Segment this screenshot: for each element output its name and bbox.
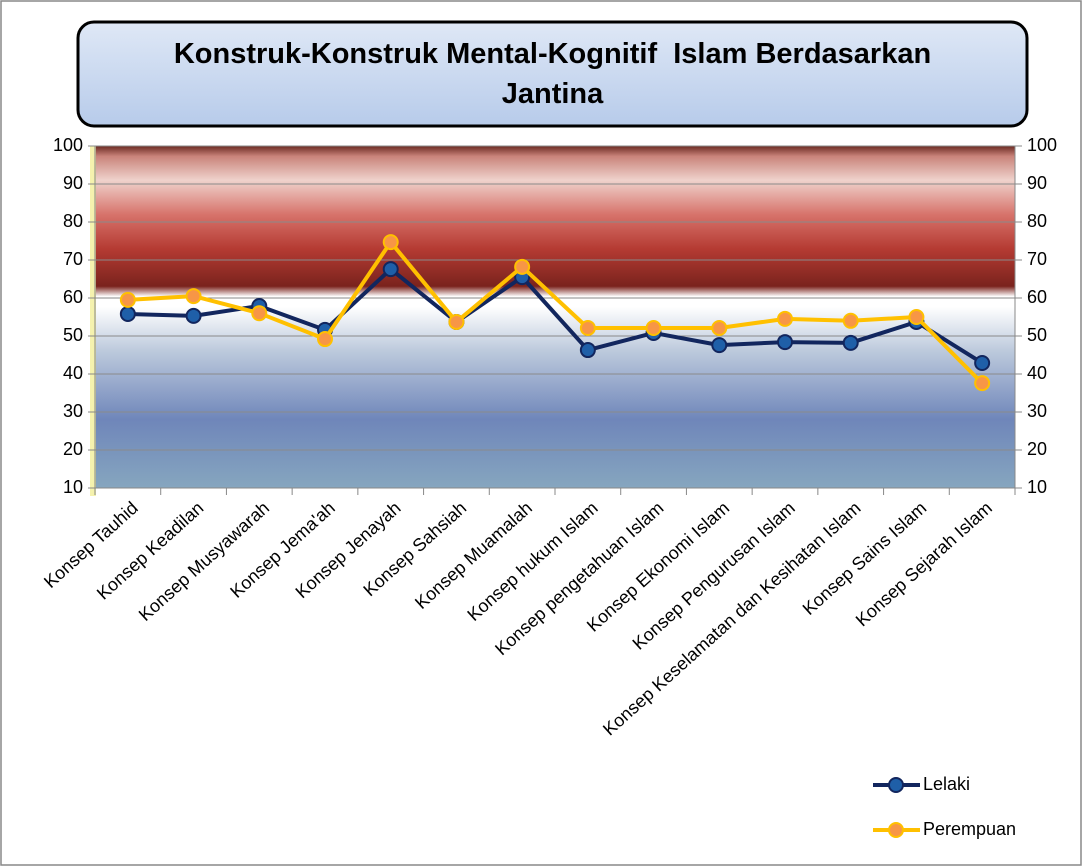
point (185, 288, 202, 305)
y2-tick-label: 30 (1027, 401, 1047, 421)
point (579, 320, 596, 337)
y2-tick-label: 70 (1027, 249, 1047, 269)
series-line (127, 240, 984, 385)
point (711, 320, 728, 337)
point (382, 234, 399, 251)
point (777, 334, 793, 351)
series-line (127, 267, 984, 365)
point (711, 337, 728, 354)
y-tick-label: 60 (63, 287, 83, 307)
point (514, 258, 531, 275)
y-tick-label: 40 (63, 363, 83, 383)
point (317, 331, 333, 348)
point (842, 312, 859, 329)
y2-tick-label: 80 (1027, 211, 1047, 231)
y2-tick-label: 20 (1027, 439, 1047, 459)
y-tick-label: 50 (63, 325, 83, 345)
point (119, 291, 136, 308)
y-tick-label: 80 (63, 211, 83, 231)
y2-tick-label: 60 (1027, 287, 1047, 307)
legend-label: Lelaki (923, 774, 970, 794)
point (974, 375, 991, 392)
y-tick-label: 20 (63, 439, 83, 459)
point (185, 307, 202, 324)
point (645, 320, 662, 337)
point (448, 313, 465, 330)
legend-marker (888, 822, 904, 838)
axis-glow (90, 146, 96, 496)
y-tick-label: 90 (63, 173, 83, 193)
y-tick-label: 100 (53, 135, 83, 155)
legend-label: Perempuan (923, 819, 1016, 839)
point (382, 261, 399, 278)
chart-title: Konstruk-Konstruk Mental-Kognitif Islam … (173, 38, 940, 110)
point (974, 354, 991, 371)
point (842, 334, 859, 351)
point (251, 305, 268, 322)
y2-tick-label: 90 (1027, 173, 1047, 193)
point (908, 309, 925, 325)
point (579, 342, 596, 359)
plot-area (95, 146, 1015, 488)
y-tick-label: 70 (63, 249, 83, 269)
point (777, 310, 793, 327)
y-tick-label: 30 (63, 401, 83, 421)
y2-tick-label: 40 (1027, 363, 1047, 383)
y2-tick-label: 100 (1027, 135, 1057, 155)
y2-tick-label: 10 (1027, 477, 1047, 497)
legend-marker (888, 777, 904, 793)
y2-tick-label: 50 (1027, 325, 1047, 345)
point (119, 305, 136, 322)
y-tick-label: 10 (63, 477, 83, 497)
title-box (76, 20, 1029, 128)
